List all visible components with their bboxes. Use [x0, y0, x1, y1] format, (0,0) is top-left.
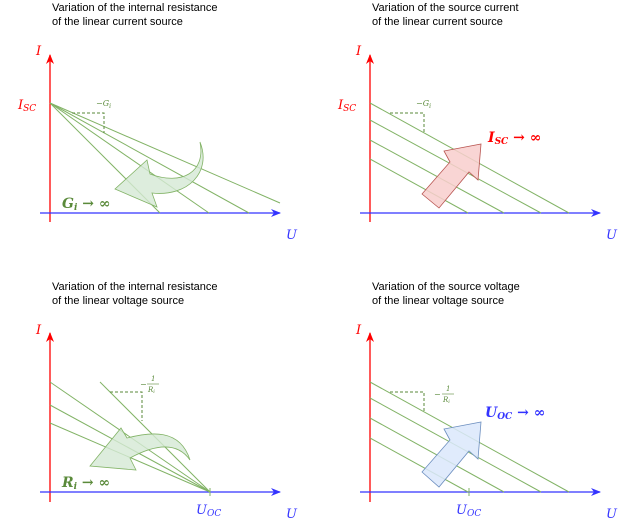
slope-triangle	[390, 391, 425, 411]
slope-label: − 1 Ri	[434, 385, 454, 405]
x-axis-label: U	[286, 507, 298, 522]
change-label: Ri → ∞	[61, 475, 110, 492]
characteristic-line	[49, 102, 250, 214]
characteristic-line	[369, 437, 469, 493]
characteristic-line	[49, 102, 210, 214]
arrow-up-right-icon	[421, 421, 482, 488]
y-axis-label: I	[355, 44, 362, 59]
slope-label: −Gi	[96, 99, 111, 110]
panel-title-line1: Variation of the internal resistance	[52, 2, 218, 14]
uoc-label: UOC	[196, 503, 221, 519]
panel-title-line2: of the linear voltage source	[372, 295, 504, 307]
panel-source-current: Variation of the source current of the l…	[337, 2, 618, 243]
characteristic-line	[49, 102, 281, 204]
svg-text:Ri: Ri	[147, 386, 155, 395]
panel-internal-resistance-voltage-source: Variation of the internal resistance of …	[35, 281, 298, 522]
panel-title-line2: of the linear voltage source	[52, 295, 184, 307]
x-axis-label: U	[606, 228, 618, 243]
curved-arrow-icon	[89, 427, 191, 471]
panel-title-line1: Variation of the source voltage	[372, 281, 520, 293]
svg-text:1: 1	[151, 375, 155, 383]
y-axis-label: I	[35, 44, 42, 59]
y-axis-label: I	[355, 323, 362, 338]
svg-text:−: −	[140, 380, 147, 389]
panel-title-line1: Variation of the internal resistance	[52, 281, 218, 293]
isc-label: ISC	[17, 98, 36, 114]
uoc-label: UOC	[456, 503, 481, 519]
slope-label: −Gi	[416, 99, 431, 110]
panel-title-line2: of the linear current source	[52, 16, 183, 28]
slope-triangle	[72, 112, 105, 133]
change-label: UOC → ∞	[485, 405, 545, 422]
slope-triangle	[390, 112, 425, 133]
change-label: ISC → ∞	[487, 130, 541, 147]
x-axis-label: U	[286, 228, 298, 243]
characteristic-line	[369, 158, 469, 214]
svg-text:Ri: Ri	[442, 396, 450, 405]
curved-arrow-icon	[114, 141, 204, 208]
panel-internal-resistance-current-source: Variation of the internal resistance of …	[17, 2, 298, 243]
x-axis-label: U	[606, 507, 618, 522]
isc-label: ISC	[337, 98, 356, 114]
slope-label: − 1 Ri	[140, 375, 159, 395]
panel-source-voltage: Variation of the source voltage of the l…	[355, 281, 618, 522]
change-label: Gi → ∞	[62, 196, 111, 213]
y-axis-label: I	[35, 323, 42, 338]
slope-triangle	[110, 391, 143, 421]
panel-title-line2: of the linear current source	[372, 16, 503, 28]
panel-title-line1: Variation of the source current	[372, 2, 519, 14]
svg-text:−: −	[434, 390, 441, 399]
svg-text:1: 1	[446, 385, 450, 393]
arrow-up-right-icon	[421, 143, 482, 209]
